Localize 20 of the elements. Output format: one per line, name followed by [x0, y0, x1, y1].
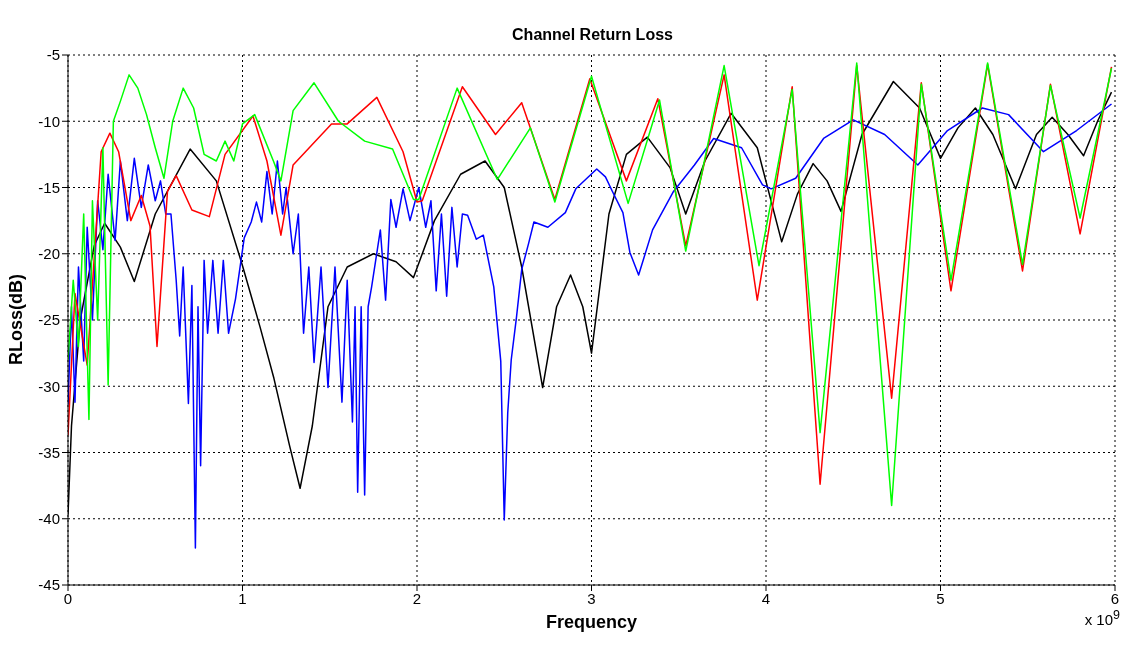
x-tick-label: 0 — [63, 589, 73, 607]
x-tick-label: 2 — [412, 589, 422, 607]
x-tick-label: 1 — [238, 589, 247, 607]
x-axis-title: Frequency — [545, 612, 638, 632]
text: x 10$^{9}$ — [1084, 608, 1120, 628]
chart-title: Channel Return Loss — [511, 26, 674, 44]
x-tick-label: 3 — [587, 589, 596, 607]
y-tick-label: -30 — [38, 377, 60, 395]
x-tick-label: 4 — [761, 589, 771, 607]
y-tick-label: -35 — [38, 443, 60, 461]
x-tick-label: 5 — [936, 589, 945, 607]
y-tick-label: -40 — [38, 510, 60, 528]
y-axis-title: RLoss(dB) — [6, 274, 27, 365]
y-tick-label: -5 — [46, 46, 60, 64]
y-tick-label: -15 — [38, 178, 60, 196]
y-tick-label: -20 — [38, 245, 60, 263]
y-tick-label: -25 — [38, 311, 60, 329]
y-tick-label: -10 — [38, 112, 60, 130]
y-tick-label: -45 — [38, 576, 60, 594]
x-tick-label: 6 — [1110, 589, 1120, 607]
